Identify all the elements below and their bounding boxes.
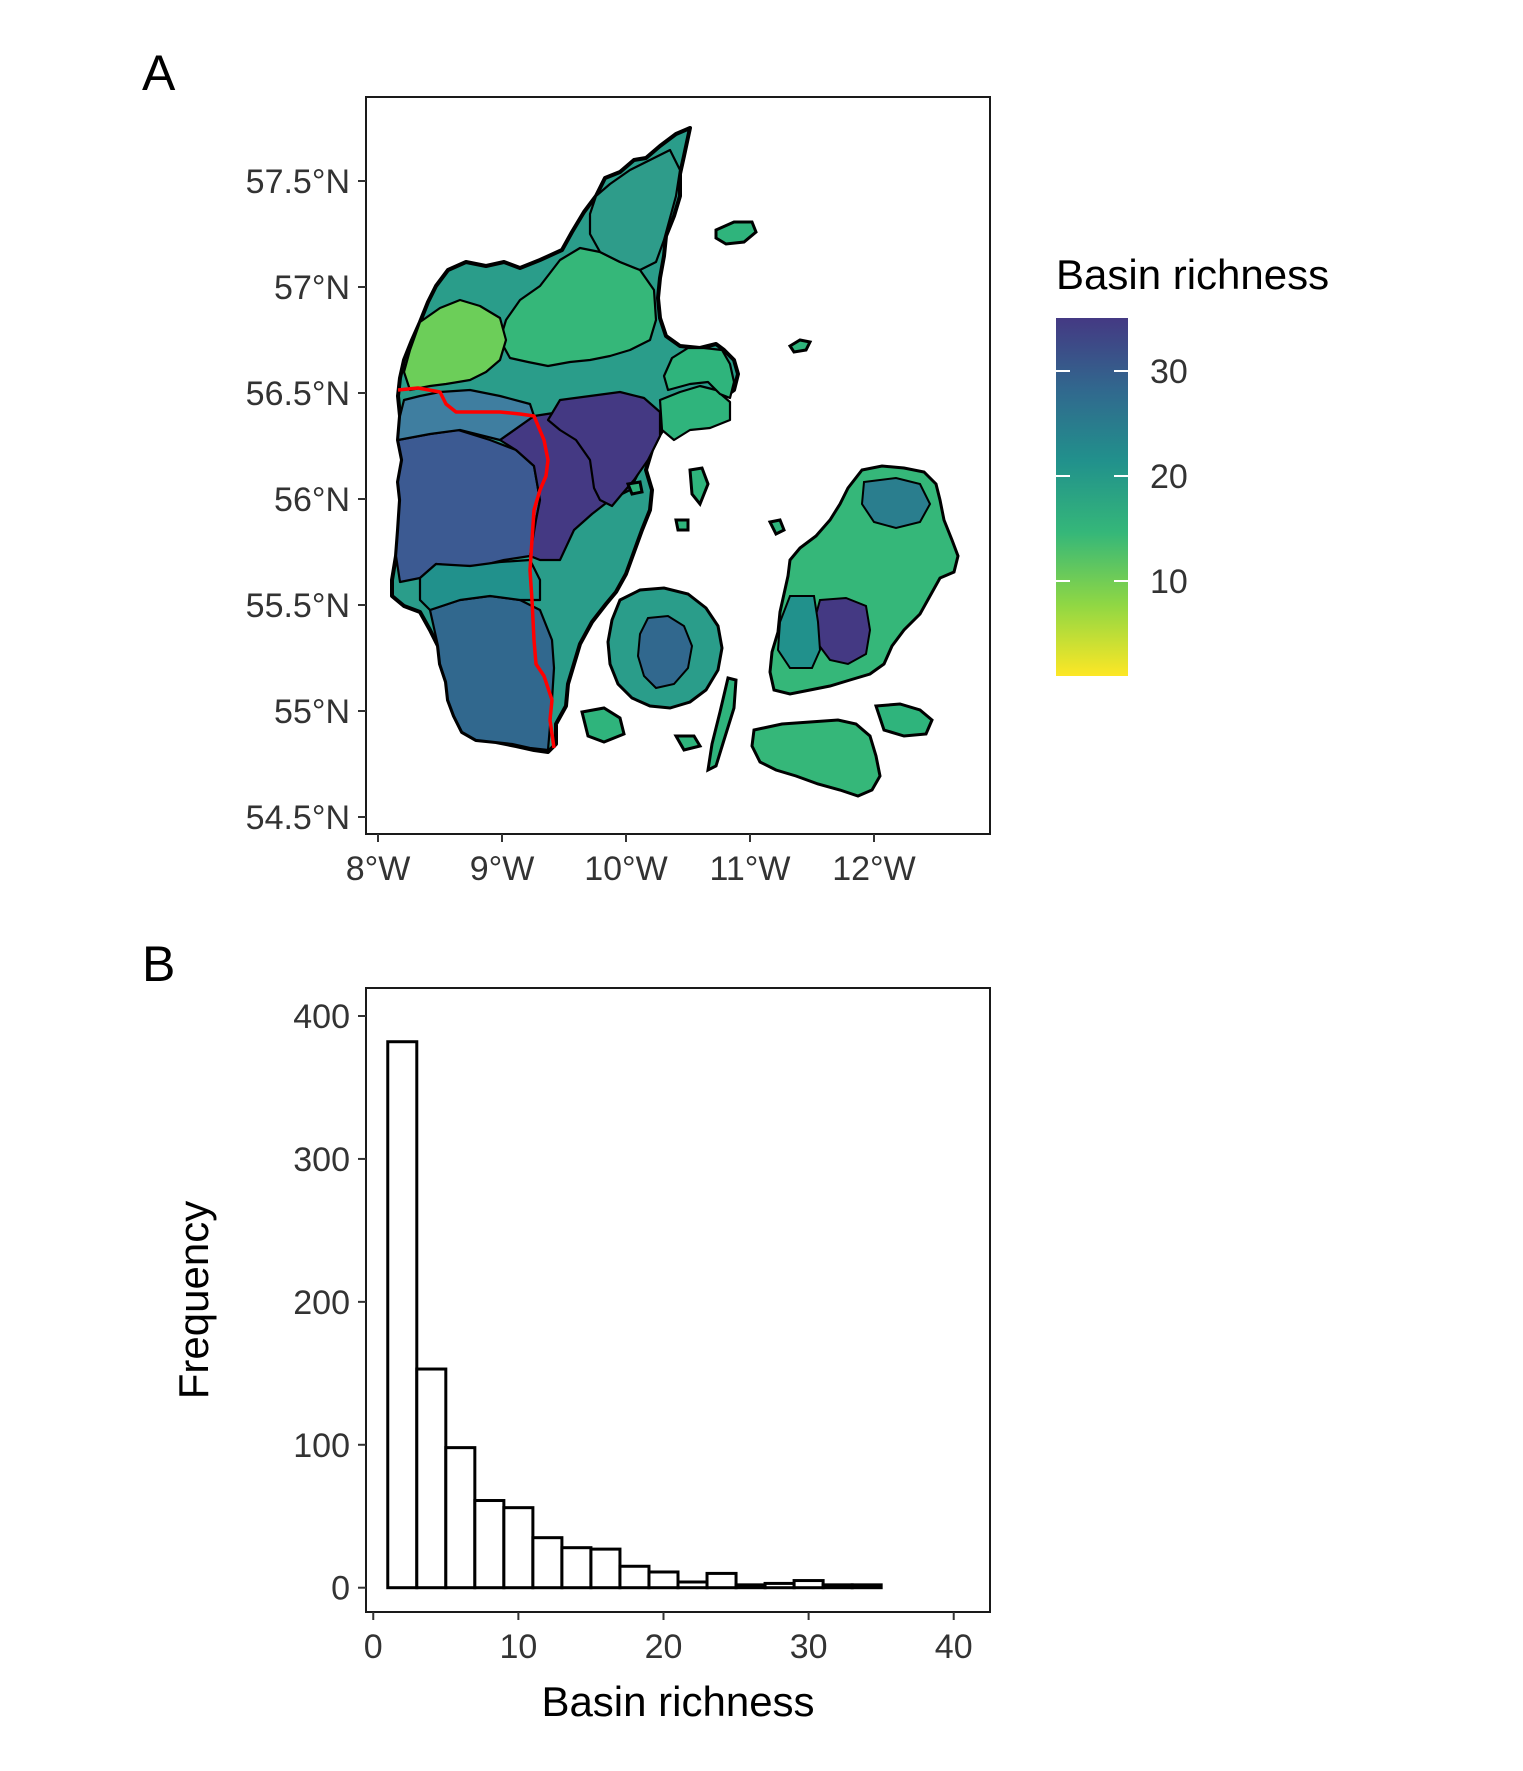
legend-tick-label: 20 xyxy=(1150,458,1188,496)
histogram-bar xyxy=(763,1581,796,1590)
west-coast-basins xyxy=(396,388,536,442)
samso-island xyxy=(688,466,710,507)
panel-b-label: B xyxy=(142,936,175,992)
histogram-bar xyxy=(531,1536,564,1590)
isle-1 xyxy=(625,480,644,496)
legend-ticks xyxy=(1056,370,1128,582)
langeland-island xyxy=(706,676,738,773)
lon-axis: 8°W 9°W 10°W 11°W 12°W xyxy=(346,834,916,888)
histogram-x-axis: 0 10 20 30 40 xyxy=(364,1612,973,1666)
funen-island xyxy=(606,586,724,710)
x-tick-label: 40 xyxy=(935,1628,973,1666)
histogram-bar xyxy=(705,1571,738,1590)
denmark-map xyxy=(390,126,740,754)
small-islands xyxy=(580,220,813,773)
lat-tick-label: 57.5°N xyxy=(246,163,350,201)
lon-tick-label: 8°W xyxy=(346,850,411,888)
east-coast-basins xyxy=(658,384,732,442)
south-basins xyxy=(428,594,556,752)
lon-tick-label: 10°W xyxy=(584,850,668,888)
als-island xyxy=(580,706,626,744)
falster xyxy=(873,702,934,738)
histogram-bar xyxy=(502,1506,535,1590)
color-legend: Basin richness 30 20 10 xyxy=(1056,251,1329,676)
lat-tick-label: 55°N xyxy=(274,693,350,731)
laeso-island xyxy=(714,220,758,246)
northwest-basins xyxy=(402,298,508,392)
anholt-island xyxy=(787,338,813,354)
zealand-island xyxy=(768,464,960,696)
x-tick-label: 20 xyxy=(645,1628,683,1666)
histogram-bar xyxy=(734,1583,767,1590)
legend-colorbar xyxy=(1056,318,1128,676)
north-tip-basins xyxy=(588,148,682,272)
funen-center xyxy=(636,614,694,690)
histogram-bar xyxy=(589,1547,622,1590)
y-tick-label: 100 xyxy=(293,1427,350,1465)
zealand-west xyxy=(776,595,822,669)
lon-tick-label: 12°W xyxy=(832,850,916,888)
x-tick-label: 0 xyxy=(364,1628,383,1666)
y-tick-label: 0 xyxy=(331,1570,350,1608)
lat-tick-label: 56.5°N xyxy=(246,375,350,413)
x-axis-title: Basin richness xyxy=(541,1678,814,1725)
lon-tick-label: 9°W xyxy=(470,850,535,888)
histogram-bar xyxy=(560,1546,593,1590)
isle-2 xyxy=(674,518,690,532)
histogram-bar xyxy=(386,1040,419,1590)
histogram-bar xyxy=(473,1499,506,1590)
histogram-y-axis: 0 100 200 300 400 xyxy=(293,998,366,1608)
lat-axis: 57.5°N 57°N 56.5°N 56°N 55.5°N 55°N 54.5… xyxy=(246,163,366,837)
y-tick-label: 200 xyxy=(293,1284,350,1322)
lon-tick-label: 11°W xyxy=(710,850,791,888)
lat-tick-label: 57°N xyxy=(274,269,350,307)
main-divide-line xyxy=(397,386,556,749)
x-tick-label: 10 xyxy=(499,1628,537,1666)
lat-tick-label: 54.5°N xyxy=(246,799,350,837)
lat-tick-label: 55.5°N xyxy=(246,587,350,625)
map-panel: 57.5°N 57°N 56.5°N 56°N 55.5°N 55°N 54.5… xyxy=(246,96,991,888)
aero-island xyxy=(673,734,703,752)
histogram-bar xyxy=(850,1583,883,1590)
y-axis-title: Frequency xyxy=(170,1201,217,1399)
histogram-bars xyxy=(386,1040,883,1590)
histogram-bar xyxy=(647,1570,680,1590)
lolland-falster xyxy=(750,702,934,798)
legend-tick-label: 10 xyxy=(1150,563,1188,601)
y-tick-label: 300 xyxy=(293,1141,350,1179)
lolland-landmass xyxy=(750,718,882,798)
legend-tick-label: 30 xyxy=(1150,353,1188,391)
x-tick-label: 30 xyxy=(790,1628,828,1666)
histogram-bar xyxy=(792,1579,825,1590)
histogram-bar xyxy=(415,1367,448,1590)
y-tick-label: 400 xyxy=(293,998,350,1036)
djursland-basins xyxy=(662,346,736,400)
panel-a-label: A xyxy=(142,45,176,101)
histogram-bar xyxy=(676,1580,709,1590)
zealand-north xyxy=(860,476,932,530)
histogram-panel: 0 100 200 300 400 0 10 20 30 40 Frequency Basin … xyxy=(170,987,991,1725)
mid-west-basins xyxy=(418,558,542,612)
sejero-island xyxy=(767,518,786,537)
histogram-bar xyxy=(444,1446,477,1590)
legend-title: Basin richness xyxy=(1056,251,1329,298)
central-east-basins xyxy=(546,390,662,508)
histogram-bar xyxy=(618,1564,651,1590)
histogram-bar xyxy=(821,1583,854,1590)
lat-tick-label: 56°N xyxy=(274,481,350,519)
